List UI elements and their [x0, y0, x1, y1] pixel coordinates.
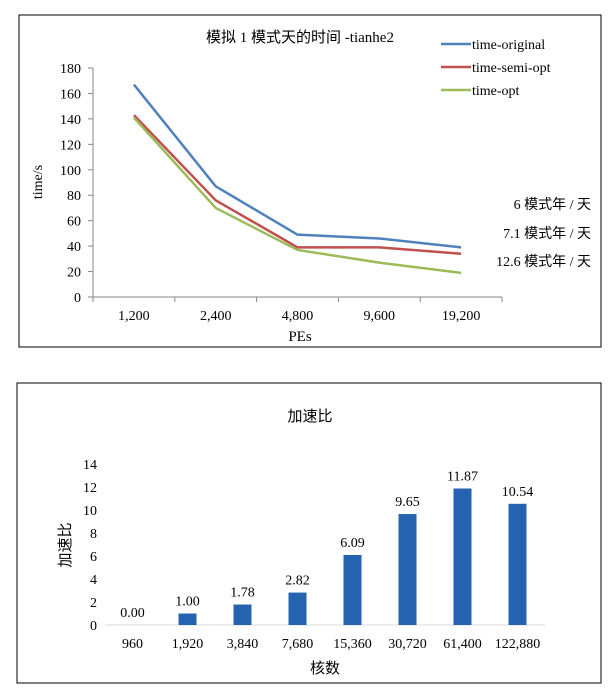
legend-label: time-opt [472, 84, 520, 99]
bar-value-label: 1.78 [230, 586, 255, 601]
bar [398, 514, 417, 625]
bar-value-label: 2.82 [285, 574, 310, 589]
bar-value-label: 1.00 [175, 595, 200, 610]
bar [343, 554, 362, 625]
bar [453, 488, 472, 625]
line-chart-x-tick-label: 4,800 [282, 309, 314, 324]
bar-value-label: 9.65 [395, 495, 420, 510]
line-chart: 模拟 1 模式天的时间 -tianhe2 0 20 40 60 80 100 120 140 1… [18, 14, 602, 348]
line-chart-annotation: 6 模式年 / 天 [514, 197, 591, 213]
bar-chart-border [16, 382, 602, 684]
line-chart-y-tick-label: 20 [67, 266, 81, 281]
line-chart-y-tick-label: 120 [60, 138, 81, 153]
bar [288, 592, 307, 625]
bar-value-label: 0.00 [120, 606, 145, 621]
line-chart-y-tick-label: 40 [67, 240, 81, 255]
line-chart-y-tick-label: 100 [60, 164, 81, 179]
line-chart-annotation: 12.6 模式年 / 天 [496, 254, 591, 270]
bar-chart-y-tick-label: 0 [90, 619, 97, 634]
line-series-time-original [132, 83, 462, 249]
bar [508, 503, 527, 625]
line-chart-y-tick-label: 60 [67, 215, 81, 230]
line-chart-x-tick-label: 2,400 [200, 309, 232, 324]
bar-chart-y-tick-label: 10 [83, 504, 97, 519]
bar-chart-y-tick-label: 12 [83, 481, 97, 496]
legend-label: time-original [472, 38, 545, 53]
bar-chart-y-axis-label: 加速比 [57, 522, 74, 567]
bar-chart-x-tick-label: 122,880 [495, 637, 541, 652]
bar-value-label: 10.54 [502, 485, 534, 500]
line-chart-x-tick-label: 19,200 [442, 309, 481, 324]
line-chart-y-axis-label: time/s [31, 165, 46, 199]
line-chart-y-tick-label: 180 [60, 62, 81, 77]
line-chart-y-tick-label: 140 [60, 113, 81, 128]
bar-chart-x-tick-label: 3,840 [227, 637, 259, 652]
line-chart-x-tick-label: 1,200 [118, 309, 150, 324]
line-series-time-opt [132, 116, 462, 275]
bar [233, 604, 252, 625]
bar-chart-x-tick-label: 15,360 [333, 637, 372, 652]
line-chart-y-tick-label: 80 [67, 189, 81, 204]
bar-chart-y-tick-label: 6 [90, 550, 97, 565]
bar-chart-x-tick-label: 1,920 [172, 637, 204, 652]
bar-chart-x-tick-label: 960 [122, 637, 143, 652]
bar-value-label: 11.87 [447, 469, 478, 484]
line-chart-border [18, 14, 602, 348]
bar-chart-y-tick-label: 14 [83, 458, 97, 473]
line-chart-y-tick-label: 0 [74, 291, 81, 306]
bar-chart-y-tick-label: 8 [90, 527, 97, 542]
legend-item-time-semi-opt: time-semi-opt [441, 61, 551, 76]
bar-chart-x-tick-label: 30,720 [388, 637, 427, 652]
legend-item-time-opt: time-opt [441, 84, 520, 99]
bar-chart-x-axis-label: 核数 [310, 660, 340, 677]
bar [178, 613, 197, 625]
bar-chart-y-tick-label: 2 [90, 596, 97, 611]
bar-chart-y-tick-label: 4 [90, 573, 97, 588]
bar-chart-x-tick-label: 7,680 [282, 637, 314, 652]
line-chart-title: 模拟 1 模式天的时间 -tianhe2 [206, 29, 394, 46]
line-chart-y-tick-label: 160 [60, 87, 81, 102]
legend-item-time-original: time-original [441, 38, 545, 53]
line-series-time-semi-opt [132, 114, 462, 255]
line-chart-annotation: 7.1 模式年 / 天 [503, 226, 591, 242]
line-chart-x-axis-label: PEs [288, 329, 312, 345]
bar-value-label: 6.09 [340, 536, 365, 551]
bar-chart-x-tick-label: 61,400 [443, 637, 482, 652]
legend-label: time-semi-opt [472, 61, 551, 76]
line-chart-x-tick-label: 9,600 [364, 309, 396, 324]
bar-chart-title: 加速比 [287, 408, 332, 425]
